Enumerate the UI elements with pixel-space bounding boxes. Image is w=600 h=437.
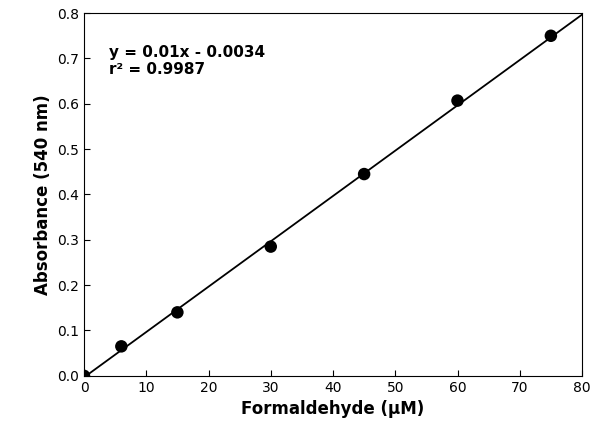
Point: [453, 97, 463, 104]
Point: [79, 372, 89, 379]
X-axis label: Formaldehyde (μM): Formaldehyde (μM): [241, 400, 425, 418]
Y-axis label: Absorbance (540 nm): Absorbance (540 nm): [34, 94, 52, 295]
Text: y = 0.01x - 0.0034
r² = 0.9987: y = 0.01x - 0.0034 r² = 0.9987: [109, 45, 265, 77]
Point: [266, 243, 275, 250]
Point: [546, 32, 556, 39]
Point: [173, 309, 182, 316]
Point: [116, 343, 126, 350]
Point: [359, 170, 369, 177]
